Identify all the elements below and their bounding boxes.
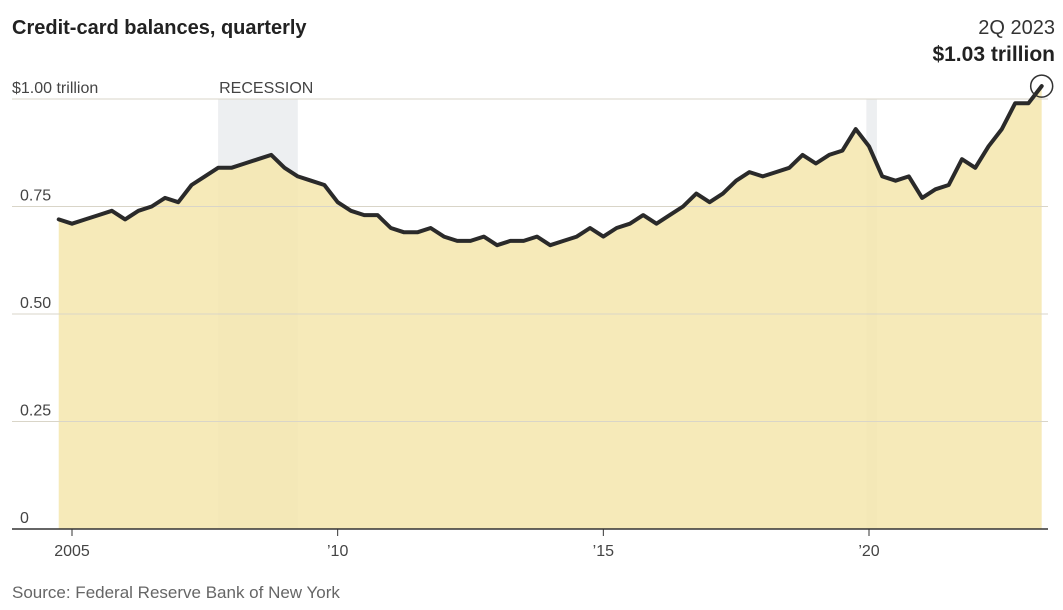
latest-point-marker [1029,74,1054,98]
y-tick-label: 0.50 [20,295,51,312]
chart-title: Credit-card balances, quarterly [12,17,307,39]
x-tick-label: ’10 [327,543,348,560]
latest-value-label: $1.03 trillion [932,43,1055,66]
y-tick-label: $1.00 trillion [12,80,98,97]
x-tick-label: 2005 [54,543,90,560]
y-tick-label: 0.25 [20,403,51,420]
balance-line [56,84,1044,248]
y-tick-label: 0.75 [20,188,51,205]
latest-period-label: 2Q 2023 [978,17,1055,39]
area-layer [58,86,1042,529]
balance-area [58,86,1042,529]
x-axis: 2005 ’10 ’15 ’20 [12,528,1048,560]
x-tick-label: ’15 [593,543,614,560]
x-tick-label: ’20 [858,543,879,560]
recession-label: RECESSION [219,80,313,97]
gridlines [12,98,1048,422]
line-layer [56,84,1044,248]
y-tick-label: 0 [20,510,29,527]
source-note: Source: Federal Reserve Bank of New York [12,583,340,602]
marker-layer [1029,74,1054,98]
y-axis-ticks: 0 0.25 0.50 0.75 $1.00 trillion [12,80,98,527]
